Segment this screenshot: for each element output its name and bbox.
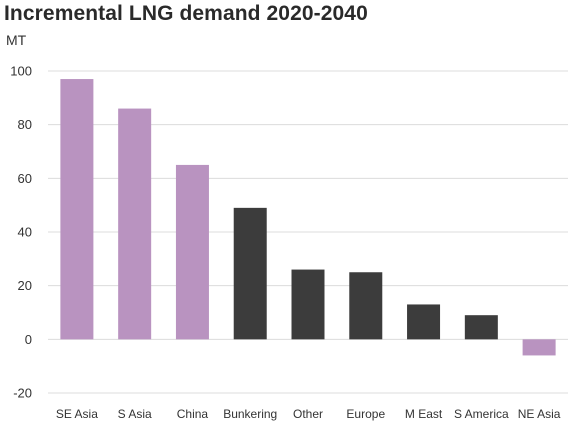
y-axis-unit: MT: [6, 32, 27, 48]
bar-se-asia: [60, 79, 94, 340]
y-tick-label: 60: [18, 171, 32, 186]
bar-other: [291, 269, 325, 340]
y-tick-label: 40: [18, 225, 32, 240]
bar-m-east: [407, 304, 441, 340]
bar-europe: [349, 272, 383, 340]
bar-s-asia: [118, 108, 152, 340]
x-tick-label: S Asia: [118, 407, 152, 421]
y-tick-labels: -20 0 20 40 60 80 100: [10, 64, 32, 401]
x-tick-label: NE Asia: [518, 407, 561, 421]
x-tick-label: China: [177, 407, 209, 421]
y-tick-label: 100: [10, 64, 32, 79]
x-tick-label: SE Asia: [56, 407, 98, 421]
bars: [60, 79, 556, 356]
y-tick-label: 20: [18, 278, 32, 293]
bar-bunkering: [233, 207, 267, 340]
y-tick-label: -20: [13, 386, 32, 401]
x-tick-label: M East: [405, 407, 443, 421]
chart-title: Incremental LNG demand 2020-2040: [4, 2, 368, 25]
y-tick-label: 0: [25, 332, 32, 347]
x-tick-label: S America: [454, 407, 509, 421]
x-tick-label: Bunkering: [223, 407, 277, 421]
bar-ne-asia: [522, 339, 556, 356]
bar-s-america: [464, 315, 498, 340]
x-tick-label: Other: [293, 407, 323, 421]
x-tick-label: Europe: [346, 407, 385, 421]
y-tick-label: 80: [18, 117, 32, 132]
bar-china: [175, 164, 209, 340]
category-labels: SE Asia S Asia China Bunkering Other Europe M …: [56, 407, 561, 421]
